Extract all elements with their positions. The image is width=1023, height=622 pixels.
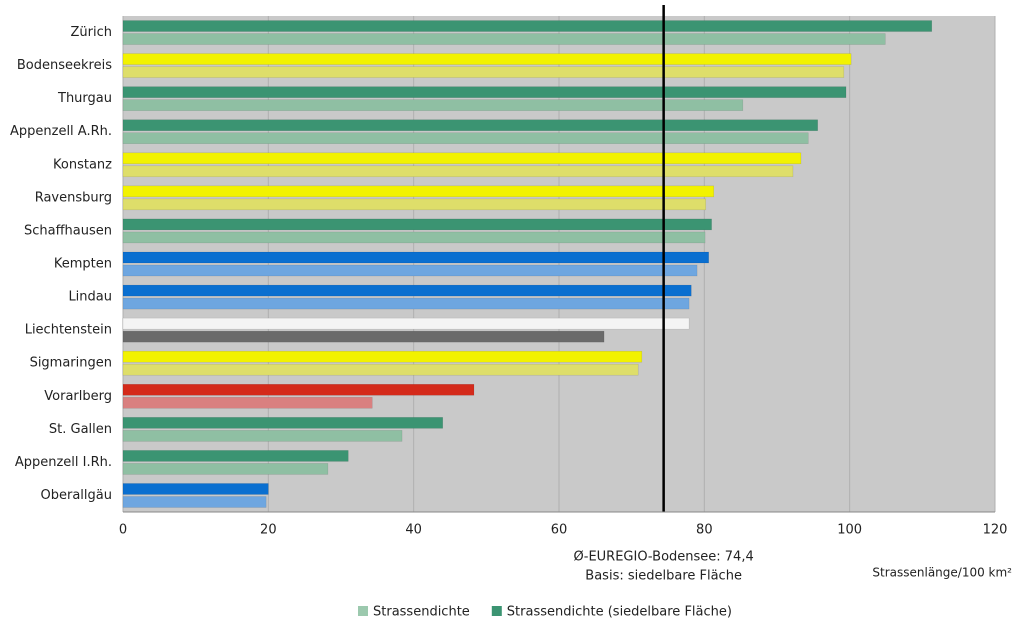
- bar: [122, 152, 802, 165]
- category-label: Vorarlberg: [44, 389, 112, 404]
- bar: [122, 185, 715, 198]
- bar: [122, 450, 349, 462]
- bar: [122, 330, 605, 343]
- bar: [122, 231, 706, 244]
- bar: [122, 218, 712, 231]
- legend-label: Strassendichte (siedelbare Fläche): [507, 605, 732, 620]
- bar: [122, 463, 329, 475]
- bar: [122, 66, 845, 78]
- bar: [122, 86, 847, 98]
- x-tick-label: 120: [983, 523, 1008, 538]
- category-label: Liechtenstein: [25, 323, 112, 338]
- x-tick-label: 60: [551, 523, 568, 538]
- x-tick-label: 40: [405, 523, 422, 538]
- bar: [122, 397, 373, 409]
- category-label: Lindau: [68, 290, 112, 305]
- category-label: Ravensburg: [35, 190, 112, 205]
- bar: [122, 99, 744, 111]
- category-label: Kempten: [54, 257, 112, 272]
- bar: [122, 317, 690, 330]
- category-label: Oberallgäu: [41, 488, 112, 503]
- bar: [122, 132, 809, 144]
- bar: [122, 297, 690, 310]
- legend-swatch: [491, 606, 502, 616]
- bar: [122, 384, 475, 396]
- x-tick-label: 20: [260, 523, 277, 538]
- bar: [122, 363, 639, 376]
- x-tick-label: 80: [696, 523, 713, 538]
- bar: [122, 20, 933, 32]
- bar: [122, 53, 852, 65]
- bar: [122, 417, 443, 429]
- category-label: Zürich: [71, 25, 113, 40]
- bar: [122, 119, 818, 131]
- bar: [122, 496, 267, 508]
- bar: [122, 430, 403, 442]
- category-label: Konstanz: [53, 157, 112, 172]
- legend-label: Strassendichte: [373, 605, 470, 620]
- bar: [122, 350, 643, 363]
- bar: [122, 264, 698, 277]
- bar: [122, 284, 692, 297]
- bar: [122, 483, 269, 495]
- category-label: Schaffhausen: [24, 223, 112, 238]
- category-label: Thurgau: [57, 91, 112, 106]
- x-tick-label: 100: [837, 523, 862, 538]
- category-label: Sigmaringen: [30, 356, 112, 371]
- category-label: St. Gallen: [49, 422, 112, 437]
- annotation: Ø-EUREGIO-Bodensee: 74,4: [574, 550, 754, 565]
- category-label: Bodenseekreis: [17, 58, 112, 73]
- category-label: Appenzell I.Rh.: [15, 455, 112, 470]
- x-tick-label: 0: [119, 523, 127, 538]
- bar: [122, 33, 886, 45]
- bar: [122, 198, 707, 211]
- x-axis-label: Strassenlänge/100 km²: [872, 566, 1012, 580]
- annotation: Basis: siedelbare Fläche: [585, 569, 742, 584]
- bar: [122, 165, 794, 178]
- category-label: Appenzell A.Rh.: [10, 124, 112, 139]
- bar: [122, 251, 709, 264]
- legend-swatch: [358, 606, 368, 616]
